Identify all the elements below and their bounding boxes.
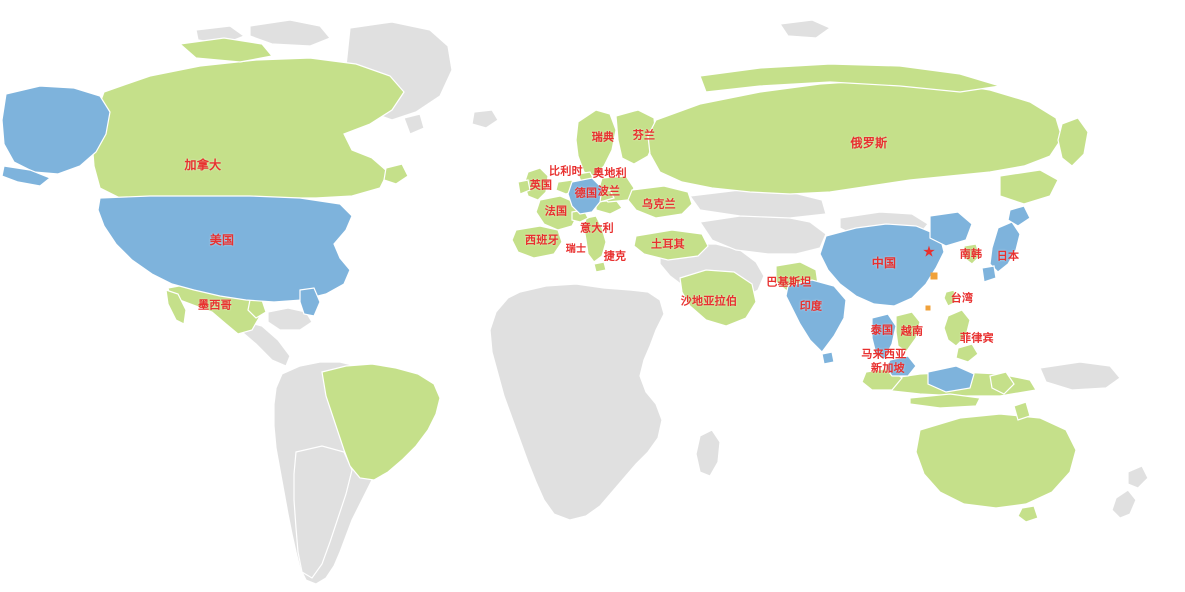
central-america-grey xyxy=(239,319,291,367)
russia-kamchatka xyxy=(1057,117,1089,167)
country-ireland-uk xyxy=(517,179,531,195)
severnaya-grey xyxy=(778,19,832,39)
russia-north-coast xyxy=(699,63,1001,93)
country-label-belgium[interactable]: 比利时 xyxy=(549,165,583,178)
country-philippines xyxy=(943,309,971,347)
country-turkey xyxy=(633,229,709,261)
country-label-philippines[interactable]: 菲律宾 xyxy=(960,332,994,345)
country-label-thailand[interactable]: 泰国 xyxy=(870,324,894,337)
country-vietnam xyxy=(895,311,921,353)
country-germany xyxy=(567,177,603,215)
country-label-ukraine[interactable]: 乌克兰 xyxy=(642,198,676,211)
country-label-finland[interactable]: 芬兰 xyxy=(632,129,656,142)
highlighted-countries-layer xyxy=(1,85,1031,393)
country-label-taiwan[interactable]: 台湾 xyxy=(950,292,974,305)
country-thailand xyxy=(871,313,897,361)
greenland-tip xyxy=(403,113,425,135)
country-south-korea xyxy=(963,243,981,265)
japan-kyushu xyxy=(981,265,997,283)
inactive-countries-layer xyxy=(195,19,1149,585)
city-marker-south[interactable] xyxy=(925,305,931,311)
country-finland xyxy=(615,109,657,165)
papua-grey xyxy=(1039,361,1121,391)
country-norway-sweden xyxy=(575,109,617,177)
caribbean-grey xyxy=(267,307,313,331)
country-label-united-kingdom[interactable]: 英国 xyxy=(529,179,553,192)
country-malaysia xyxy=(885,355,917,377)
india-sri-lanka xyxy=(821,351,835,365)
china-northeast xyxy=(929,211,973,247)
country-united-states xyxy=(97,195,353,303)
australia-north-tip xyxy=(1013,401,1031,421)
russia-far-east xyxy=(999,169,1059,205)
country-label-malaysia[interactable]: 马来西亚 xyxy=(861,348,907,361)
country-label-italy[interactable]: 意大利 xyxy=(580,222,614,235)
country-label-india[interactable]: 印度 xyxy=(799,300,823,313)
new-zealand-north xyxy=(1127,465,1149,489)
country-label-sweden[interactable]: 瑞典 xyxy=(591,131,615,144)
philippines-south xyxy=(955,343,979,363)
country-label-pakistan[interactable]: 巴基斯坦 xyxy=(766,276,812,289)
italy-sicily xyxy=(593,261,607,273)
country-label-switzerland[interactable]: 瑞士 xyxy=(565,244,587,255)
country-brazil xyxy=(321,363,441,481)
alaska-aleutians xyxy=(1,165,52,187)
continent-africa xyxy=(489,283,665,521)
country-label-mexico[interactable]: 墨西哥 xyxy=(198,299,232,312)
country-label-china[interactable]: 中国 xyxy=(871,256,897,270)
canada-islands xyxy=(178,37,274,63)
indonesia-sulawesi xyxy=(989,371,1015,395)
country-label-germany[interactable]: 德国 xyxy=(574,187,598,200)
country-label-japan[interactable]: 日本 xyxy=(996,250,1020,263)
region-alaska xyxy=(1,85,111,175)
city-marker-shanghai[interactable] xyxy=(930,272,938,280)
arctic-islands xyxy=(249,19,331,47)
country-label-united-states[interactable]: 美国 xyxy=(209,233,235,247)
mexico-baja xyxy=(165,289,187,325)
country-label-poland[interactable]: 波兰 xyxy=(597,185,621,198)
indonesia-java xyxy=(909,393,981,409)
country-madagascar xyxy=(695,429,721,477)
country-australia xyxy=(915,413,1077,509)
country-label-russia[interactable]: 俄罗斯 xyxy=(850,136,888,150)
canada-newfoundland xyxy=(383,163,409,185)
country-label-austria[interactable]: 奥地利 xyxy=(593,167,627,180)
country-new-zealand xyxy=(1111,489,1137,519)
country-label-france[interactable]: 法国 xyxy=(544,205,568,218)
country-label-czech[interactable]: 捷克 xyxy=(603,250,627,263)
country-spain xyxy=(511,225,563,259)
green-countries-layer xyxy=(91,37,1089,523)
japan-hokkaido xyxy=(1007,205,1031,227)
country-taiwan xyxy=(943,289,957,307)
country-france xyxy=(535,195,579,231)
country-china xyxy=(819,223,945,307)
country-label-south-korea[interactable]: 南韩 xyxy=(959,248,983,261)
capital-beijing-star[interactable]: ★ xyxy=(922,243,936,261)
country-italy xyxy=(583,215,607,263)
country-japan xyxy=(989,221,1021,273)
usa-florida xyxy=(299,287,321,317)
country-iceland xyxy=(471,109,499,129)
country-india xyxy=(785,279,847,353)
country-label-singapore[interactable]: 新加坡 xyxy=(871,362,905,375)
country-label-saudi-arabia[interactable]: 沙地亚拉伯 xyxy=(680,295,738,308)
country-label-turkey[interactable]: 土耳其 xyxy=(651,238,685,251)
australia-tasmania xyxy=(1017,505,1039,523)
country-label-spain[interactable]: 西班牙 xyxy=(525,234,559,247)
country-label-canada[interactable]: 加拿大 xyxy=(184,158,222,172)
country-ukraine xyxy=(627,185,693,219)
country-label-vietnam[interactable]: 越南 xyxy=(900,325,924,338)
country-saudi-arabia xyxy=(679,269,757,327)
malaysia-borneo xyxy=(927,365,975,393)
